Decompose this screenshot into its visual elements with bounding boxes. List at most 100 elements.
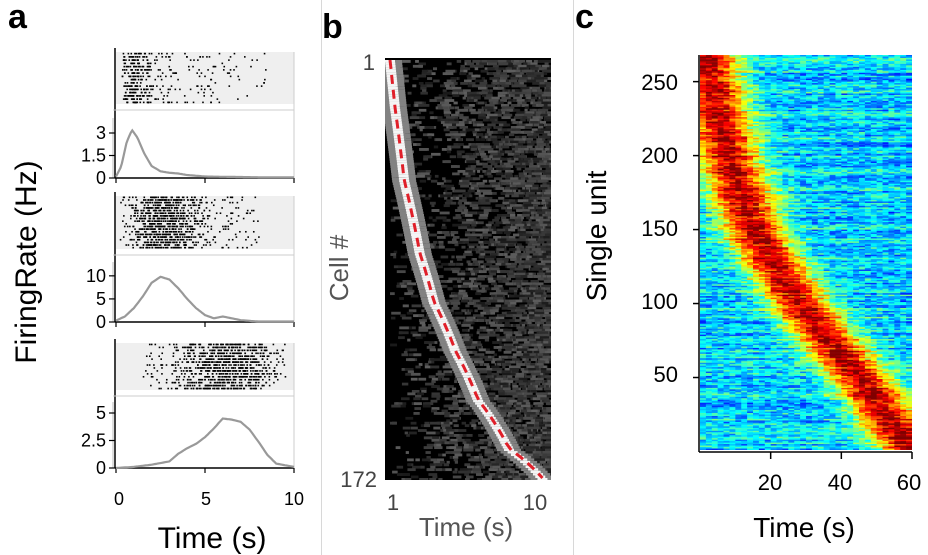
noise-cell xyxy=(438,94,443,98)
noise-cell xyxy=(537,94,543,98)
noise-cell xyxy=(474,221,484,225)
noise-cell xyxy=(437,106,443,110)
noise-cell xyxy=(485,155,491,159)
noise-cell xyxy=(487,174,493,178)
noise-cell xyxy=(474,150,484,154)
noise-cell xyxy=(452,196,456,200)
noise-cell xyxy=(483,116,490,120)
noise-cell xyxy=(530,187,539,190)
noise-cell xyxy=(459,69,466,73)
noise-cell xyxy=(518,155,527,159)
noise-cell xyxy=(421,104,430,107)
noise-cell xyxy=(502,226,506,230)
noise-cell xyxy=(496,260,506,264)
noise-cell xyxy=(547,216,551,220)
noise-cell xyxy=(527,74,536,78)
noise-cell xyxy=(481,60,488,63)
noise-cell xyxy=(537,255,547,259)
noise-cell xyxy=(407,133,415,137)
noise-cell xyxy=(489,199,497,203)
noise-cell xyxy=(448,106,455,110)
noise-cell xyxy=(457,277,461,281)
noise-cell xyxy=(479,82,488,85)
noise-cell xyxy=(518,140,525,144)
noise-cell xyxy=(444,189,448,193)
noise-cell xyxy=(546,104,551,107)
noise-cell xyxy=(484,255,492,259)
noise-cell xyxy=(514,126,522,129)
noise-cell xyxy=(510,77,517,80)
noise-cell xyxy=(466,62,474,66)
noise-cell xyxy=(505,262,514,266)
noise-cell xyxy=(446,138,452,142)
noise-cell xyxy=(510,118,516,122)
noise-cell xyxy=(473,243,479,247)
noise-cell xyxy=(527,116,531,120)
noise-cell xyxy=(497,228,506,232)
noise-cell xyxy=(472,130,478,134)
noise-cell xyxy=(490,138,498,142)
noise-cell xyxy=(424,170,431,173)
noise-cell xyxy=(486,130,494,134)
noise-cell xyxy=(452,94,460,98)
noise-cell xyxy=(487,167,493,171)
noise-cell xyxy=(515,130,522,134)
noise-cell xyxy=(520,275,526,278)
noise-cell xyxy=(517,194,525,198)
noise-cell xyxy=(482,226,487,230)
noise-cell xyxy=(433,79,440,83)
noise-cell xyxy=(466,96,472,100)
noise-cell xyxy=(514,267,524,271)
noise-cell xyxy=(510,201,517,205)
noise-cell xyxy=(490,226,497,230)
noise-cell xyxy=(491,240,496,244)
noise-cell xyxy=(501,179,510,183)
noise-cell xyxy=(468,72,473,76)
noise-cell xyxy=(433,245,439,249)
peak-cell xyxy=(422,277,433,281)
noise-cell xyxy=(508,272,514,276)
noise-cell xyxy=(503,113,513,117)
noise-cell xyxy=(491,121,499,124)
noise-cell xyxy=(456,60,462,63)
noise-cell xyxy=(520,214,530,217)
noise-cell xyxy=(482,162,488,166)
noise-cell xyxy=(524,226,535,230)
noise-cell xyxy=(487,67,496,71)
noise-cell xyxy=(420,84,427,88)
noise-cell xyxy=(518,77,528,80)
noise-cell xyxy=(457,155,464,159)
noise-cell xyxy=(507,160,516,164)
noise-cell xyxy=(488,99,499,102)
noise-cell xyxy=(479,214,489,217)
noise-cell xyxy=(522,275,532,278)
noise-cell xyxy=(427,133,435,137)
y-tick-label: 2.5 xyxy=(81,431,106,451)
noise-cell xyxy=(519,236,527,239)
y-tick-label: 1.5 xyxy=(81,146,106,166)
noise-cell xyxy=(546,101,551,105)
noise-cell xyxy=(452,194,459,198)
panel-a-xtick-5: 5 xyxy=(201,489,211,509)
noise-cell xyxy=(509,140,519,144)
noise-cell xyxy=(532,69,538,73)
noise-cell xyxy=(487,277,494,281)
noise-cell xyxy=(489,77,500,80)
noise-cell xyxy=(497,130,504,134)
noise-cell xyxy=(517,101,523,105)
noise-cell xyxy=(439,211,450,215)
noise-cell xyxy=(522,209,530,212)
noise-cell xyxy=(491,184,501,188)
noise-cell xyxy=(440,121,445,124)
noise-cell xyxy=(538,152,548,156)
panel-b: 1 172 1 10 Cell # Time (s) xyxy=(324,50,551,542)
noise-cell xyxy=(436,236,446,239)
noise-cell xyxy=(539,157,549,161)
peak-cell xyxy=(411,233,422,237)
noise-cell xyxy=(501,84,505,88)
noise-cell xyxy=(429,201,436,205)
noise-cell xyxy=(541,275,547,278)
noise-cell xyxy=(517,253,522,256)
noise-cell xyxy=(482,233,491,237)
noise-cell xyxy=(525,111,535,115)
